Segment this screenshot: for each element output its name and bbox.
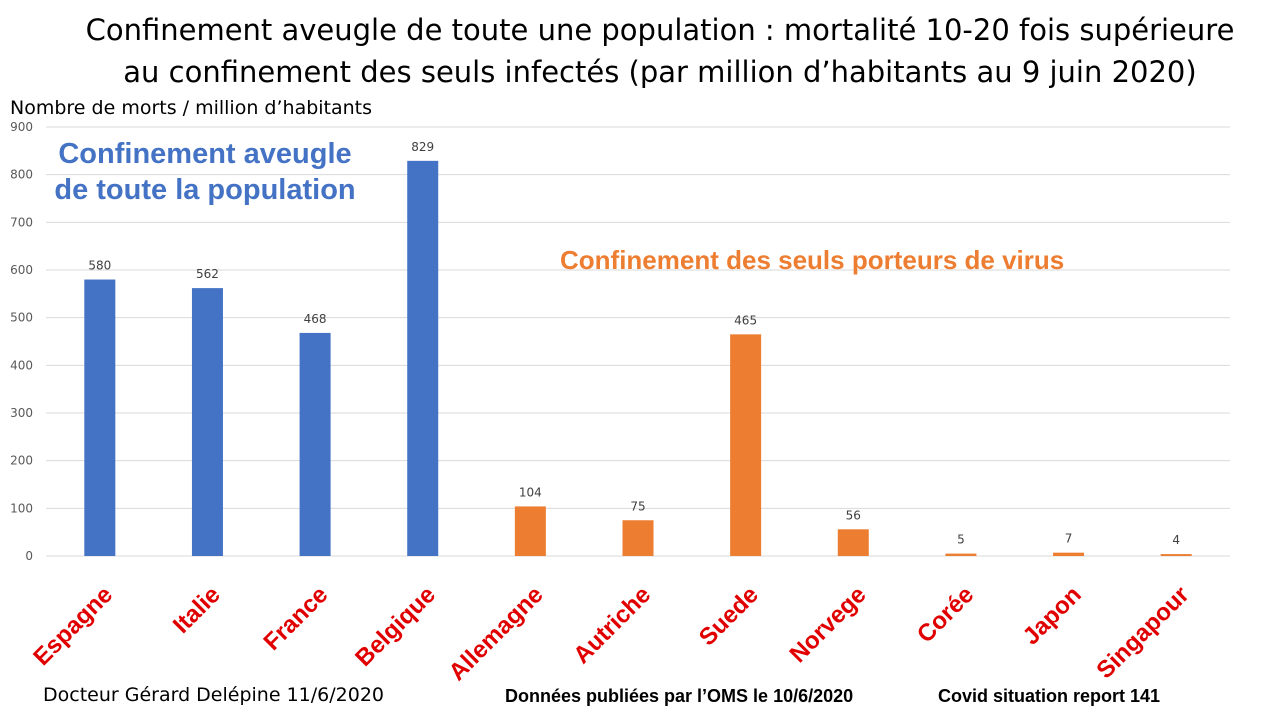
category-label: Suede [694,581,764,651]
data-label: 7 [1065,532,1073,546]
report-footer: Covid situation report 141 [938,686,1161,706]
y-tick-label: 800 [10,168,33,182]
bar-belgique [407,160,439,557]
bar-suede [730,334,762,556]
category-label: Norvege [785,581,872,668]
y-tick-label: 700 [10,215,33,229]
chart-title-line-1: Confinement aveugle de toute une populat… [85,13,1235,47]
category-label: Japon [1018,581,1087,650]
category-label: France [259,581,334,656]
category-label: Belgique [350,581,441,672]
category-label: Corée [912,581,979,648]
data-label: 580 [88,259,111,273]
bar-espagne [84,279,116,556]
source-footer: Données publiées par l’OMS le 10/6/2020 [505,686,854,706]
bar-allemagne [514,506,546,556]
data-label: 5 [957,533,965,547]
category-label: Singapour [1091,581,1194,684]
gridlines [46,126,1230,557]
bar-italie [191,288,223,556]
annotation-blind-lockdown-line-1: Confinement aveugle [58,138,352,170]
data-label: 56 [846,508,861,522]
y-axis-label: Nombre de morts / million d’habitants [10,97,373,119]
y-tick-label: 900 [10,120,33,134]
bar-japon [1053,552,1085,556]
annotation-blind-lockdown-line-2: de toute la population [54,174,356,206]
category-label: Allemagne [444,581,549,686]
data-labels: 580 562 468 829 104 75 465 56 5 7 4 [88,140,1180,547]
y-axis-tick-labels: 0 100 200 300 400 500 600 700 800 900 [10,120,33,563]
annotation-carriers-lockdown: Confinement des seuls porteurs de virus [560,245,1065,275]
data-label: 4 [1172,533,1180,547]
author-footer: Docteur Gérard Delépine 11/6/2020 [43,684,384,706]
bars [84,160,1192,557]
category-label: Espagne [28,581,118,671]
data-label: 468 [304,312,327,326]
annotation-blind-lockdown: Confinement aveugle de toute la populati… [50,136,360,208]
bar-singapour [1160,554,1192,556]
category-label: Italie [168,581,226,639]
y-tick-label: 500 [10,311,33,325]
data-label: 104 [519,485,542,499]
bar-autriche [622,520,654,556]
category-label: Autriche [568,581,656,669]
bar-france [299,332,331,556]
y-tick-label: 200 [10,454,33,468]
y-tick-label: 300 [10,406,33,420]
y-tick-label: 600 [10,263,33,277]
data-label: 465 [734,313,757,327]
data-label: 562 [196,267,219,281]
data-label: 829 [411,140,434,154]
chart-title-line-2: au confinement des seuls infectés (par m… [123,55,1197,89]
y-tick-label: 0 [25,549,33,563]
data-label: 75 [630,499,645,513]
category-labels: Espagne Italie France Belgique Allemagne Autr… [28,581,1194,686]
y-tick-label: 100 [10,501,33,515]
bar-norvege [837,529,869,556]
bar-corée [945,553,977,556]
y-tick-label: 400 [10,358,33,372]
